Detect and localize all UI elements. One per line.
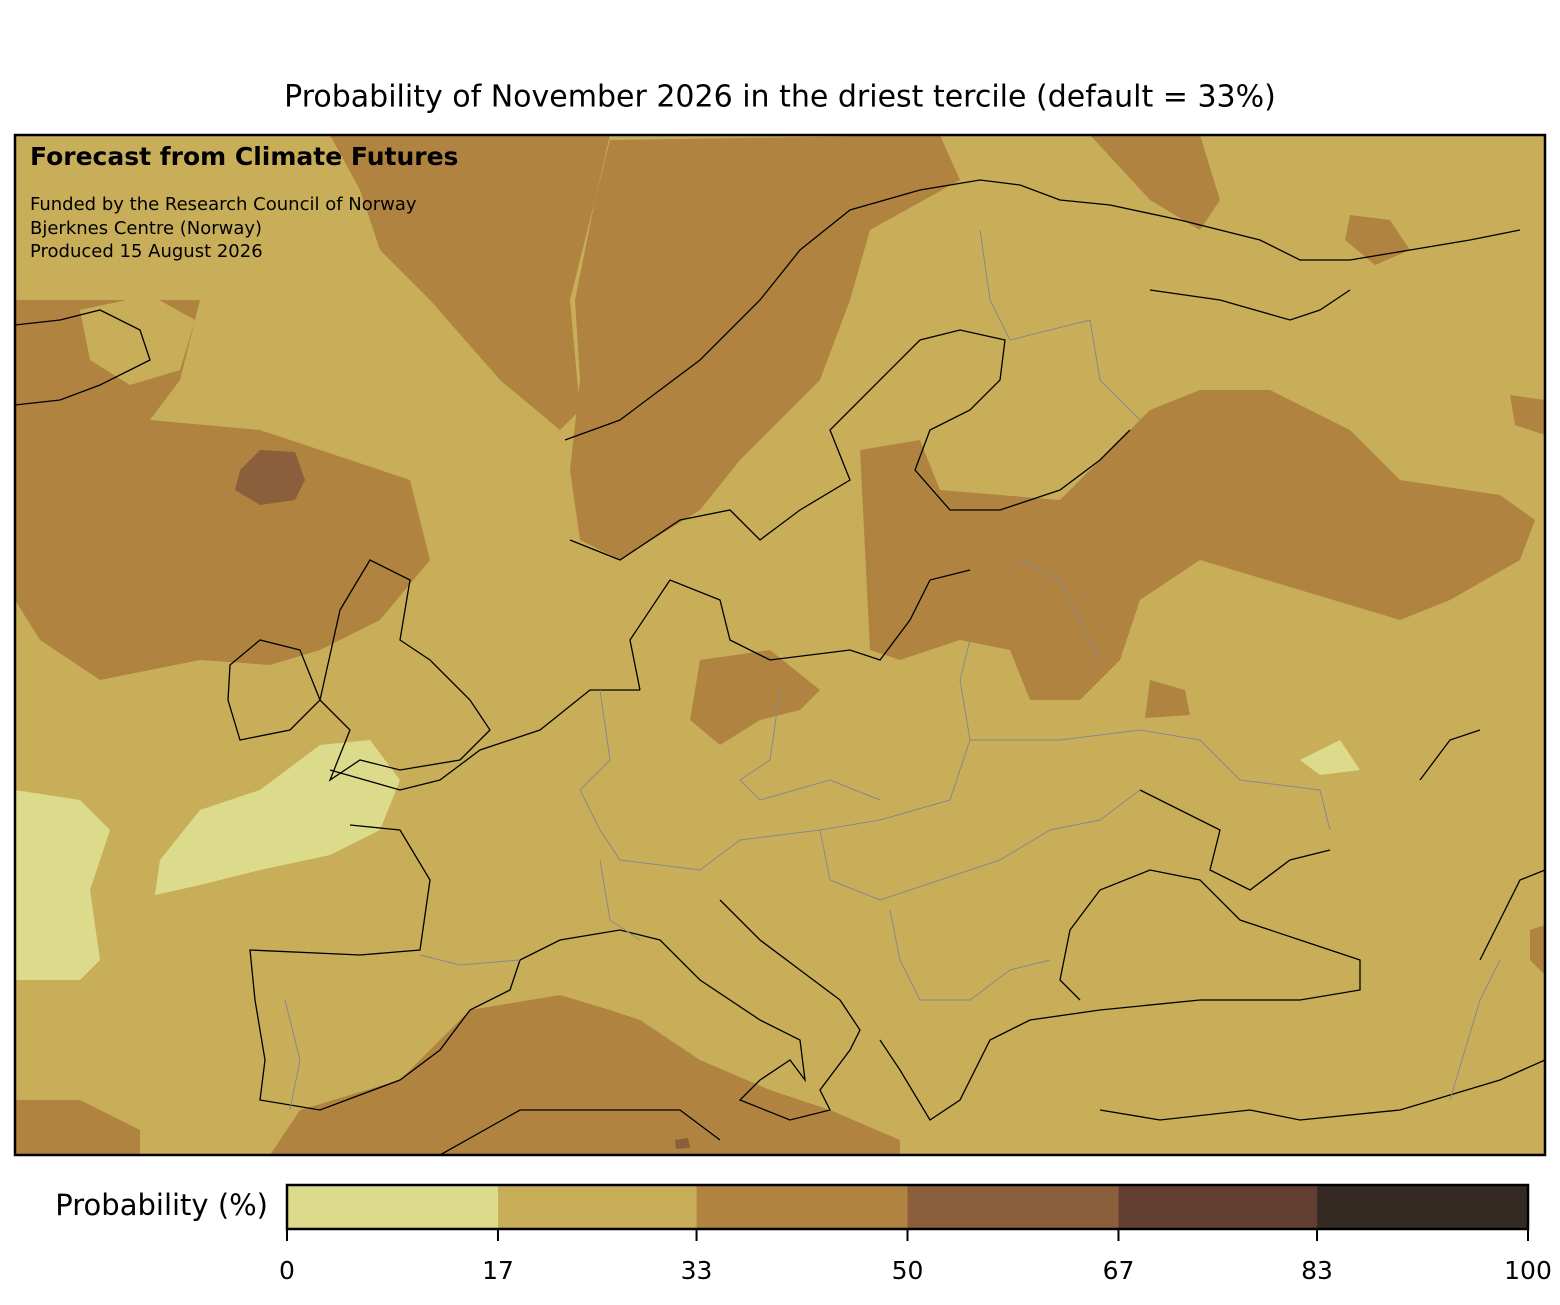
- annotation-line: Bjerknes Centre (Norway): [30, 218, 262, 239]
- colorbar: 0 17 33 50 67 83 100: [279, 1183, 1552, 1285]
- region: [570, 135, 960, 560]
- region: [860, 390, 1535, 700]
- region: [80, 295, 195, 385]
- region: [15, 740, 1360, 980]
- colorbar-tick-label: 100: [1504, 1256, 1552, 1285]
- map-frame: [13, 133, 1547, 1157]
- annotation-line: Produced 15 August 2026: [30, 241, 263, 262]
- colorbar-tick-label: 33: [681, 1256, 713, 1285]
- colorbar-bin: [497, 1185, 697, 1229]
- region: [1090, 135, 1410, 265]
- map: [15, 135, 1545, 1155]
- colorbar-bin: [696, 1185, 908, 1229]
- region: [235, 450, 305, 505]
- colorbar-bin: [287, 1185, 498, 1229]
- region: [15, 995, 900, 1155]
- map-title: Probability of November 2026 in the drie…: [284, 80, 1276, 115]
- colorbar-tick-label: 0: [279, 1256, 295, 1285]
- colorbar-tick-label: 17: [482, 1256, 514, 1285]
- region: [675, 1138, 690, 1149]
- colorbar-bin: [907, 1185, 1119, 1229]
- colorbar-tick-label: 50: [892, 1256, 924, 1285]
- annotation-heading: Forecast from Climate Futures: [30, 142, 458, 171]
- annotation-line: Funded by the Research Council of Norway: [30, 194, 417, 215]
- colorbar-tick-label: 67: [1103, 1256, 1135, 1285]
- colorbar-tick-label: 83: [1301, 1256, 1333, 1285]
- region: [15, 135, 610, 680]
- colorbar-label: Probability (%): [55, 1188, 268, 1222]
- colorbar-bin: [1118, 1185, 1318, 1229]
- colorbar-bin: [1317, 1185, 1528, 1229]
